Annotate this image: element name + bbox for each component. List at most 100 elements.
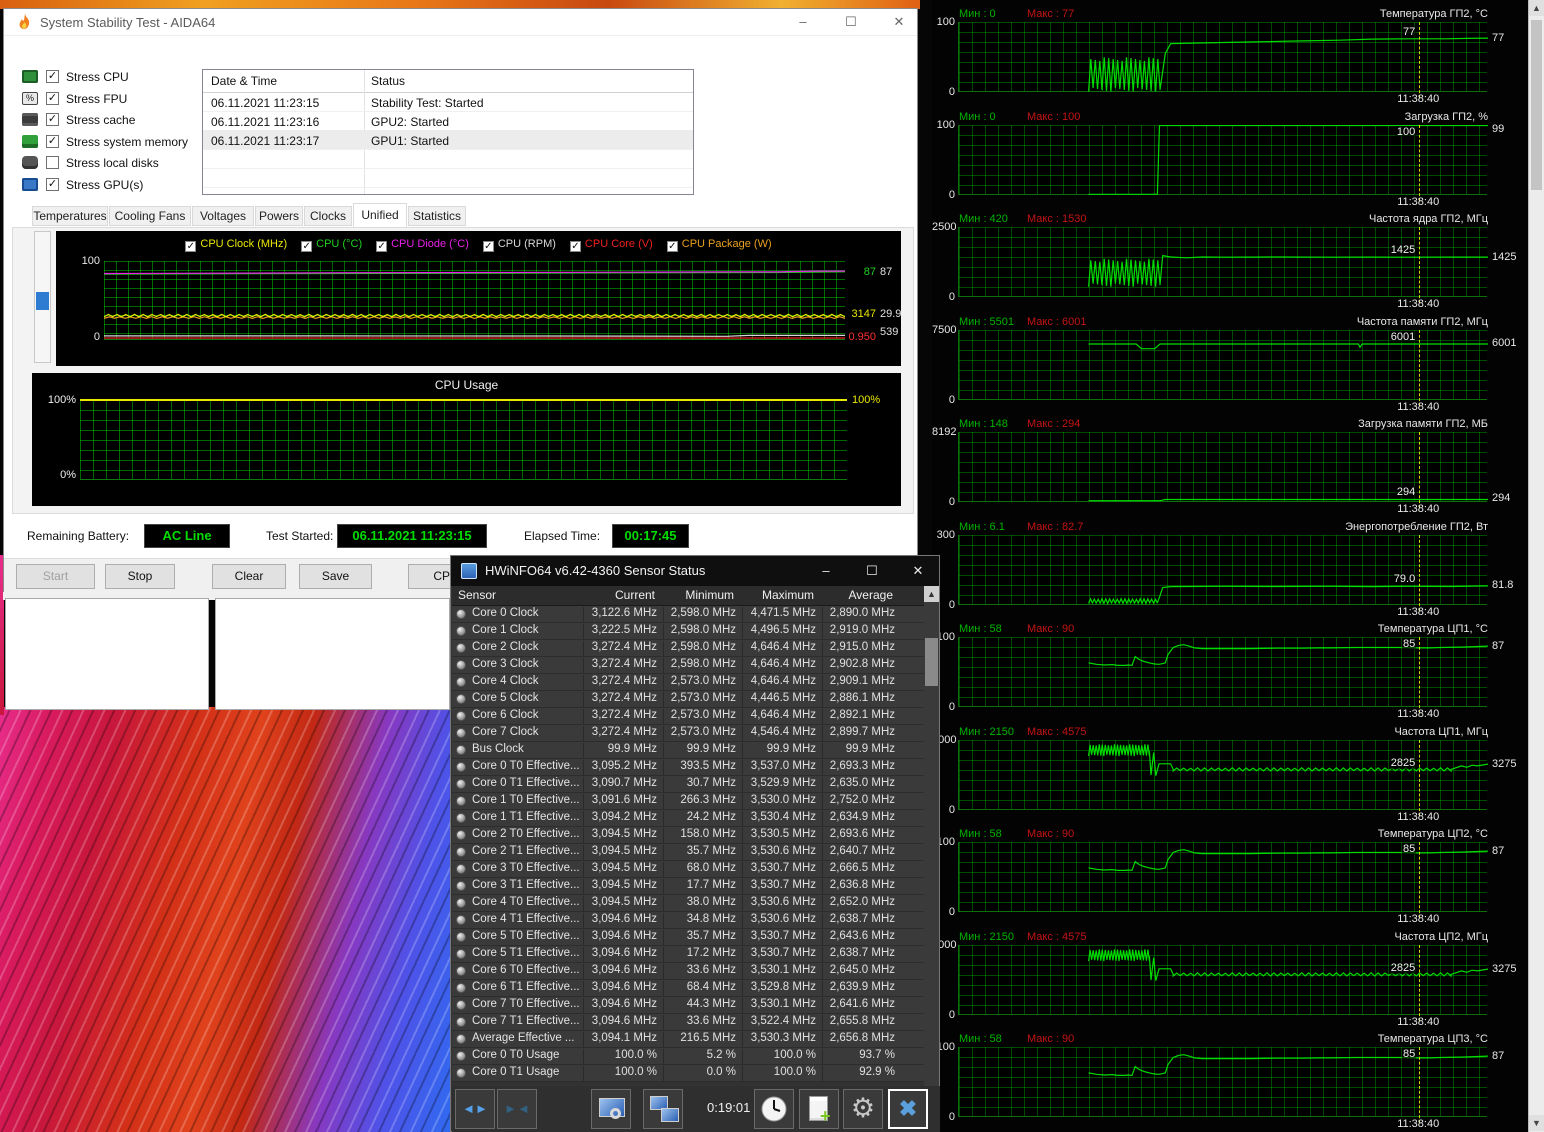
- sensor-row[interactable]: Bus Clock 99.9 MHz 99.9 MHz 99.9 MHz 99.9 MH…: [452, 742, 924, 759]
- checkbox[interactable]: ✓: [46, 134, 59, 148]
- log-row[interactable]: [203, 149, 693, 169]
- save-button[interactable]: Save: [299, 564, 372, 589]
- report-button[interactable]: +: [799, 1089, 839, 1129]
- sensor-row[interactable]: Core 4 Clock 3,272.4 MHz 2,573.0 MHz 4,646.…: [452, 674, 924, 691]
- sensor-row[interactable]: Core 6 Clock 3,272.4 MHz 2,573.0 MHz 4,646.…: [452, 708, 924, 725]
- sensor-name: Core 5 T0 Effective...: [472, 930, 580, 942]
- tab-temperatures[interactable]: Temperatures: [32, 206, 108, 226]
- legend-checkbox[interactable]: ✓: [376, 241, 388, 252]
- tab-cooling-fans[interactable]: Cooling Fans: [109, 206, 191, 226]
- collapse-columns-button[interactable]: ►◄: [497, 1089, 537, 1129]
- tab-unified[interactable]: Unified: [353, 203, 407, 227]
- sensor-value: 33.6 MHz: [663, 964, 736, 980]
- sensor-row[interactable]: Core 0 T1 Usage 100.0 % 0.0 % 100.0 % 92.9 %: [452, 1065, 924, 1082]
- sensor-value: 3,094.6 MHz: [583, 913, 657, 929]
- column-header-maximum[interactable]: Maximum: [761, 588, 814, 602]
- graph-scale-slider[interactable]: [34, 231, 51, 363]
- maximize-button[interactable]: ☐: [866, 563, 878, 578]
- sensor-row[interactable]: Core 6 T0 Effective... 3,094.6 MHz 33.6 MH…: [452, 963, 924, 980]
- slider-thumb[interactable]: [36, 292, 49, 310]
- legend-checkbox[interactable]: ✓: [569, 241, 581, 252]
- scroll-down-icon[interactable]: ▼: [1529, 1115, 1544, 1131]
- sensor-row[interactable]: Core 3 Clock 3,272.4 MHz 2,598.0 MHz 4,646.…: [452, 657, 924, 674]
- close-button[interactable]: ✕: [893, 14, 905, 29]
- fpu-icon: %: [22, 91, 38, 105]
- sensor-row[interactable]: Core 0 T0 Usage 100.0 % 5.2 % 100.0 % 93.7 %: [452, 1048, 924, 1065]
- tab-statistics[interactable]: Statistics: [408, 206, 466, 226]
- hwinfo-titlebar[interactable]: HWiNFO64 v6.42-4360 Sensor Status – ☐ ✕: [451, 556, 939, 586]
- hwinfo-scrollbar[interactable]: ▲ ▼: [924, 586, 939, 1131]
- sensor-row[interactable]: Core 1 T1 Effective... 3,094.2 MHz 24.2 MH…: [452, 810, 924, 827]
- sensor-value: 3,094.5 MHz: [583, 862, 657, 878]
- sensor-row[interactable]: Core 2 T1 Effective... 3,094.5 MHz 35.7 MH…: [452, 844, 924, 861]
- legend-checkbox[interactable]: ✓: [482, 241, 494, 252]
- legend-checkbox[interactable]: ✓: [666, 241, 678, 252]
- legend-checkbox[interactable]: ✓: [301, 241, 313, 252]
- minimize-button[interactable]: –: [822, 563, 830, 578]
- sensor-value: 4,646.4 MHz: [742, 641, 816, 657]
- scrollbar-thumb[interactable]: [925, 638, 938, 686]
- sensor-row[interactable]: Core 0 Clock 3,122.6 MHz 2,598.0 MHz 4,471.…: [452, 606, 924, 623]
- tab-clocks[interactable]: Clocks: [304, 206, 352, 226]
- sensor-row[interactable]: Core 0 T1 Effective... 3,090.7 MHz 30.7 MH…: [452, 776, 924, 793]
- checkbox[interactable]: ✓: [46, 113, 59, 126]
- checkbox[interactable]: ✓: [46, 177, 59, 191]
- y-max-label: 2500: [932, 221, 957, 233]
- sensor-row[interactable]: Core 5 T1 Effective... 3,094.6 MHz 17.2 MH…: [452, 946, 924, 963]
- sensor-row[interactable]: Core 4 T0 Effective... 3,094.5 MHz 38.0 MH…: [452, 895, 924, 912]
- stop-button[interactable]: Stop: [105, 564, 175, 589]
- scrollbar-thumb[interactable]: [1531, 20, 1542, 190]
- sensor-row[interactable]: Core 0 T0 Effective... 3,095.2 MHz 393.5 M…: [452, 759, 924, 776]
- clock-button[interactable]: [754, 1089, 794, 1129]
- sensor-row[interactable]: Core 3 T1 Effective... 3,094.5 MHz 17.7 MH…: [452, 878, 924, 895]
- scroll-up-icon[interactable]: ▲: [1529, 0, 1544, 16]
- log-row[interactable]: 06.11.2021 11:23:16 GPU2: Started: [203, 111, 693, 131]
- column-header-sensor[interactable]: Sensor: [458, 588, 497, 602]
- sensor-row[interactable]: Core 7 Clock 3,272.4 MHz 2,573.0 MHz 4,546.…: [452, 725, 924, 742]
- graphs-scrollbar[interactable]: ▲ ▼: [1528, 0, 1544, 1132]
- exit-button[interactable]: ✖: [888, 1089, 928, 1129]
- sensor-row[interactable]: Core 1 Clock 3,222.5 MHz 2,598.0 MHz 4,496.…: [452, 623, 924, 640]
- remote-sensors-button[interactable]: [643, 1089, 683, 1129]
- checkbox[interactable]: [46, 156, 59, 169]
- log-row[interactable]: 06.11.2021 11:23:17 GPU1: Started: [203, 130, 693, 150]
- sensor-row[interactable]: Core 5 Clock 3,272.4 MHz 2,573.0 MHz 4,446.…: [452, 691, 924, 708]
- sensor-row[interactable]: Core 2 T0 Effective... 3,094.5 MHz 158.0 M…: [452, 827, 924, 844]
- sensor-row[interactable]: Core 6 T1 Effective... 3,094.6 MHz 68.4 MH…: [452, 980, 924, 997]
- sensor-row[interactable]: Average Effective ... 3,094.1 MHz 216.5 MH…: [452, 1031, 924, 1048]
- maximize-button[interactable]: ☐: [845, 14, 857, 29]
- column-header-average[interactable]: Average: [848, 588, 893, 602]
- tab-powers[interactable]: Powers: [255, 206, 303, 226]
- aida64-titlebar[interactable]: System Stability Test - AIDA64 – ☐ ✕: [4, 9, 917, 36]
- sensor-value: 393.5 MHz: [663, 760, 736, 776]
- log-col-datetime[interactable]: Date & Time: [211, 74, 278, 88]
- column-header-current[interactable]: Current: [614, 588, 655, 602]
- cursor-time: 11:38:40: [1397, 708, 1440, 720]
- sensor-row[interactable]: Core 3 T0 Effective... 3,094.5 MHz 68.0 MH…: [452, 861, 924, 878]
- log-row[interactable]: [203, 168, 693, 188]
- clear-button[interactable]: Clear: [212, 564, 286, 589]
- minimize-button[interactable]: –: [799, 14, 807, 29]
- log-col-status[interactable]: Status: [371, 74, 406, 88]
- min-label: Мин : 2150: [959, 725, 1015, 738]
- column-header-minimum[interactable]: Minimum: [685, 588, 734, 602]
- sensor-row[interactable]: Core 4 T1 Effective... 3,094.6 MHz 34.8 MH…: [452, 912, 924, 929]
- sensor-row[interactable]: Core 1 T0 Effective... 3,091.6 MHz 266.3 M…: [452, 793, 924, 810]
- log-row[interactable]: 06.11.2021 11:23:15 Stability Test: Start…: [203, 92, 693, 112]
- system-summary-button[interactable]: [591, 1089, 631, 1129]
- settings-button[interactable]: ⚙: [843, 1089, 883, 1129]
- current-value: 99: [1492, 122, 1505, 135]
- sensor-row[interactable]: Core 7 T1 Effective... 3,094.6 MHz 33.6 MH…: [452, 1014, 924, 1031]
- max-label: Макс : 77: [1027, 8, 1075, 20]
- sensor-row[interactable]: Core 2 Clock 3,272.4 MHz 2,598.0 MHz 4,646.…: [452, 640, 924, 657]
- legend-label: CPU Diode (°C): [391, 238, 469, 250]
- sensor-row[interactable]: Core 5 T0 Effective... 3,094.6 MHz 35.7 MH…: [452, 929, 924, 946]
- sensor-row[interactable]: Core 7 T0 Effective... 3,094.6 MHz 44.3 MH…: [452, 997, 924, 1014]
- close-button[interactable]: ✕: [912, 563, 924, 578]
- tab-voltages[interactable]: Voltages: [192, 206, 254, 226]
- expand-columns-button[interactable]: ◄►: [455, 1089, 495, 1129]
- checkbox[interactable]: ✓: [46, 91, 59, 105]
- scroll-up-icon[interactable]: ▲: [924, 586, 939, 602]
- checkbox[interactable]: ✓: [46, 70, 59, 83]
- legend-checkbox[interactable]: ✓: [185, 241, 197, 252]
